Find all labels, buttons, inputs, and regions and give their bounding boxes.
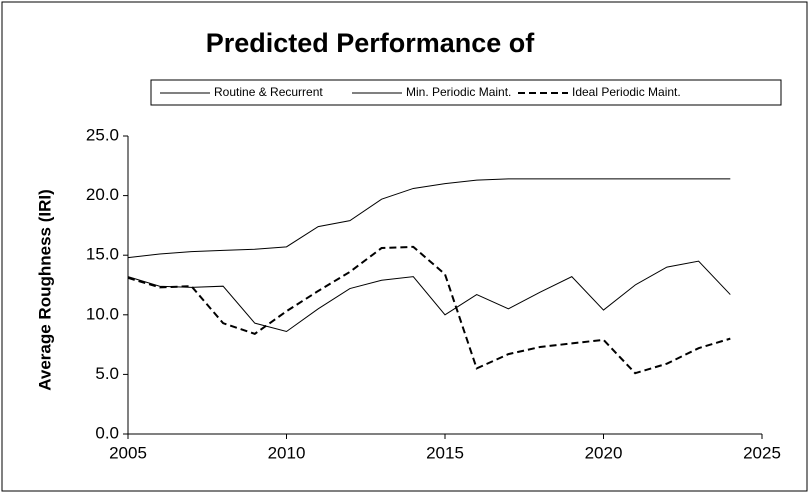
- chart-title: Predicted Performance of: [206, 28, 536, 58]
- y-tick-label: 15.0: [86, 245, 119, 264]
- series-line: [127, 178, 731, 259]
- legend-box: [150, 79, 782, 106]
- series-line: [127, 245, 731, 375]
- y-tick-label: 10.0: [86, 304, 119, 323]
- y-tick-label: 5.0: [95, 364, 119, 383]
- x-tick-label: 2015: [426, 443, 464, 462]
- y-tick-label: 0.0: [95, 423, 119, 442]
- series-line: [127, 260, 731, 333]
- y-axis-label: Average Roughness (IRI): [35, 189, 54, 391]
- x-tick-label: 2010: [268, 443, 306, 462]
- y-tick-label: 25.0: [86, 125, 119, 144]
- legend-label: Min. Periodic Maint.: [406, 85, 511, 99]
- x-tick-label: 2020: [585, 443, 623, 462]
- legend-label: Ideal Periodic Maint.: [572, 85, 681, 99]
- y-tick-label: 20.0: [86, 185, 119, 204]
- x-tick-label: 2025: [743, 443, 781, 462]
- x-tick-label: 2005: [109, 443, 147, 462]
- legend-label: Routine & Recurrent: [214, 85, 323, 99]
